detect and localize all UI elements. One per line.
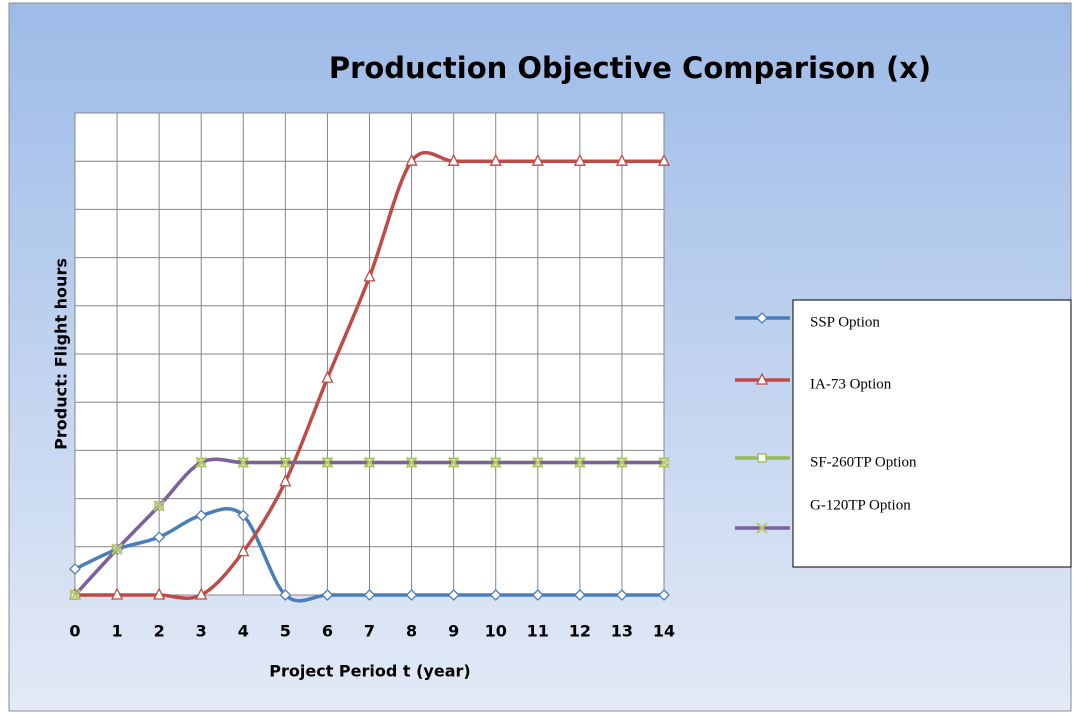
x-tick-label: 8: [406, 622, 417, 641]
legend-marker: [756, 522, 768, 534]
data-point: [69, 589, 81, 601]
data-point: [447, 456, 460, 469]
x-tick-label: 1: [112, 622, 123, 641]
data-point: [616, 456, 628, 469]
data-point: [447, 153, 460, 166]
legend-box: [792, 299, 1072, 568]
data-point: [573, 153, 586, 166]
data-point: [153, 500, 165, 512]
data-point: [573, 589, 586, 601]
data-point: [489, 456, 502, 469]
data-point: [658, 456, 670, 469]
data-point: [615, 153, 628, 166]
data-point: [405, 589, 418, 601]
data-point: [279, 474, 292, 487]
data-point: [658, 589, 670, 601]
legend-label: SF-260TP Option: [810, 454, 917, 470]
data-point: [237, 544, 250, 557]
data-point: [447, 589, 460, 601]
data-point: [489, 589, 502, 601]
x-tick-label: 10: [485, 622, 507, 641]
legend-label: G-120TP Option: [810, 497, 911, 513]
data-point: [616, 589, 628, 601]
data-point: [321, 456, 334, 469]
data-point: [195, 509, 208, 522]
data-point: [531, 153, 544, 166]
legend-label: SSP Option: [810, 314, 880, 330]
y-axis-label: Product: Flight hours: [52, 258, 71, 450]
data-point: [195, 456, 207, 469]
data-point: [279, 589, 292, 601]
data-point: [657, 153, 671, 166]
x-tick-label: 12: [569, 622, 591, 641]
x-tick-label: 5: [280, 622, 291, 641]
series-line: [75, 150, 664, 600]
data-point: [321, 370, 334, 383]
data-point: [405, 153, 418, 166]
x-tick-label: 0: [69, 622, 80, 641]
x-tick-label: 7: [364, 622, 375, 641]
x-tick-label: 11: [527, 622, 549, 641]
legend-marker: [757, 453, 767, 463]
data-point: [153, 531, 166, 544]
data-point: [237, 456, 250, 469]
data-point: [363, 589, 376, 601]
data-point: [405, 456, 418, 469]
legend-marker: [755, 372, 769, 385]
data-point: [363, 269, 376, 282]
data-point: [279, 456, 292, 469]
chart-title: Production Objective Comparison (x): [329, 51, 931, 85]
x-tick-label: 4: [238, 622, 249, 641]
data-point: [574, 456, 586, 469]
x-tick-label: 3: [196, 622, 207, 641]
x-tick-label: 13: [611, 622, 633, 641]
legend-label: IA-73 Option: [810, 376, 892, 392]
data-point: [532, 456, 544, 469]
data-point: [321, 589, 334, 601]
data-point: [237, 509, 250, 522]
data-point: [111, 543, 123, 555]
x-tick-label: 6: [322, 622, 333, 641]
legend-marker: [756, 312, 768, 324]
data-point: [531, 589, 544, 601]
data-point: [111, 587, 124, 600]
x-tick-label: 9: [448, 622, 459, 641]
data-point: [153, 587, 166, 600]
data-point: [69, 563, 81, 575]
x-tick-label: 2: [154, 622, 165, 641]
data-point: [363, 456, 376, 469]
data-point: [489, 153, 502, 166]
x-axis-label: Project Period t (year): [269, 662, 470, 681]
x-tick-label: 14: [653, 622, 675, 641]
data-point: [195, 587, 208, 600]
